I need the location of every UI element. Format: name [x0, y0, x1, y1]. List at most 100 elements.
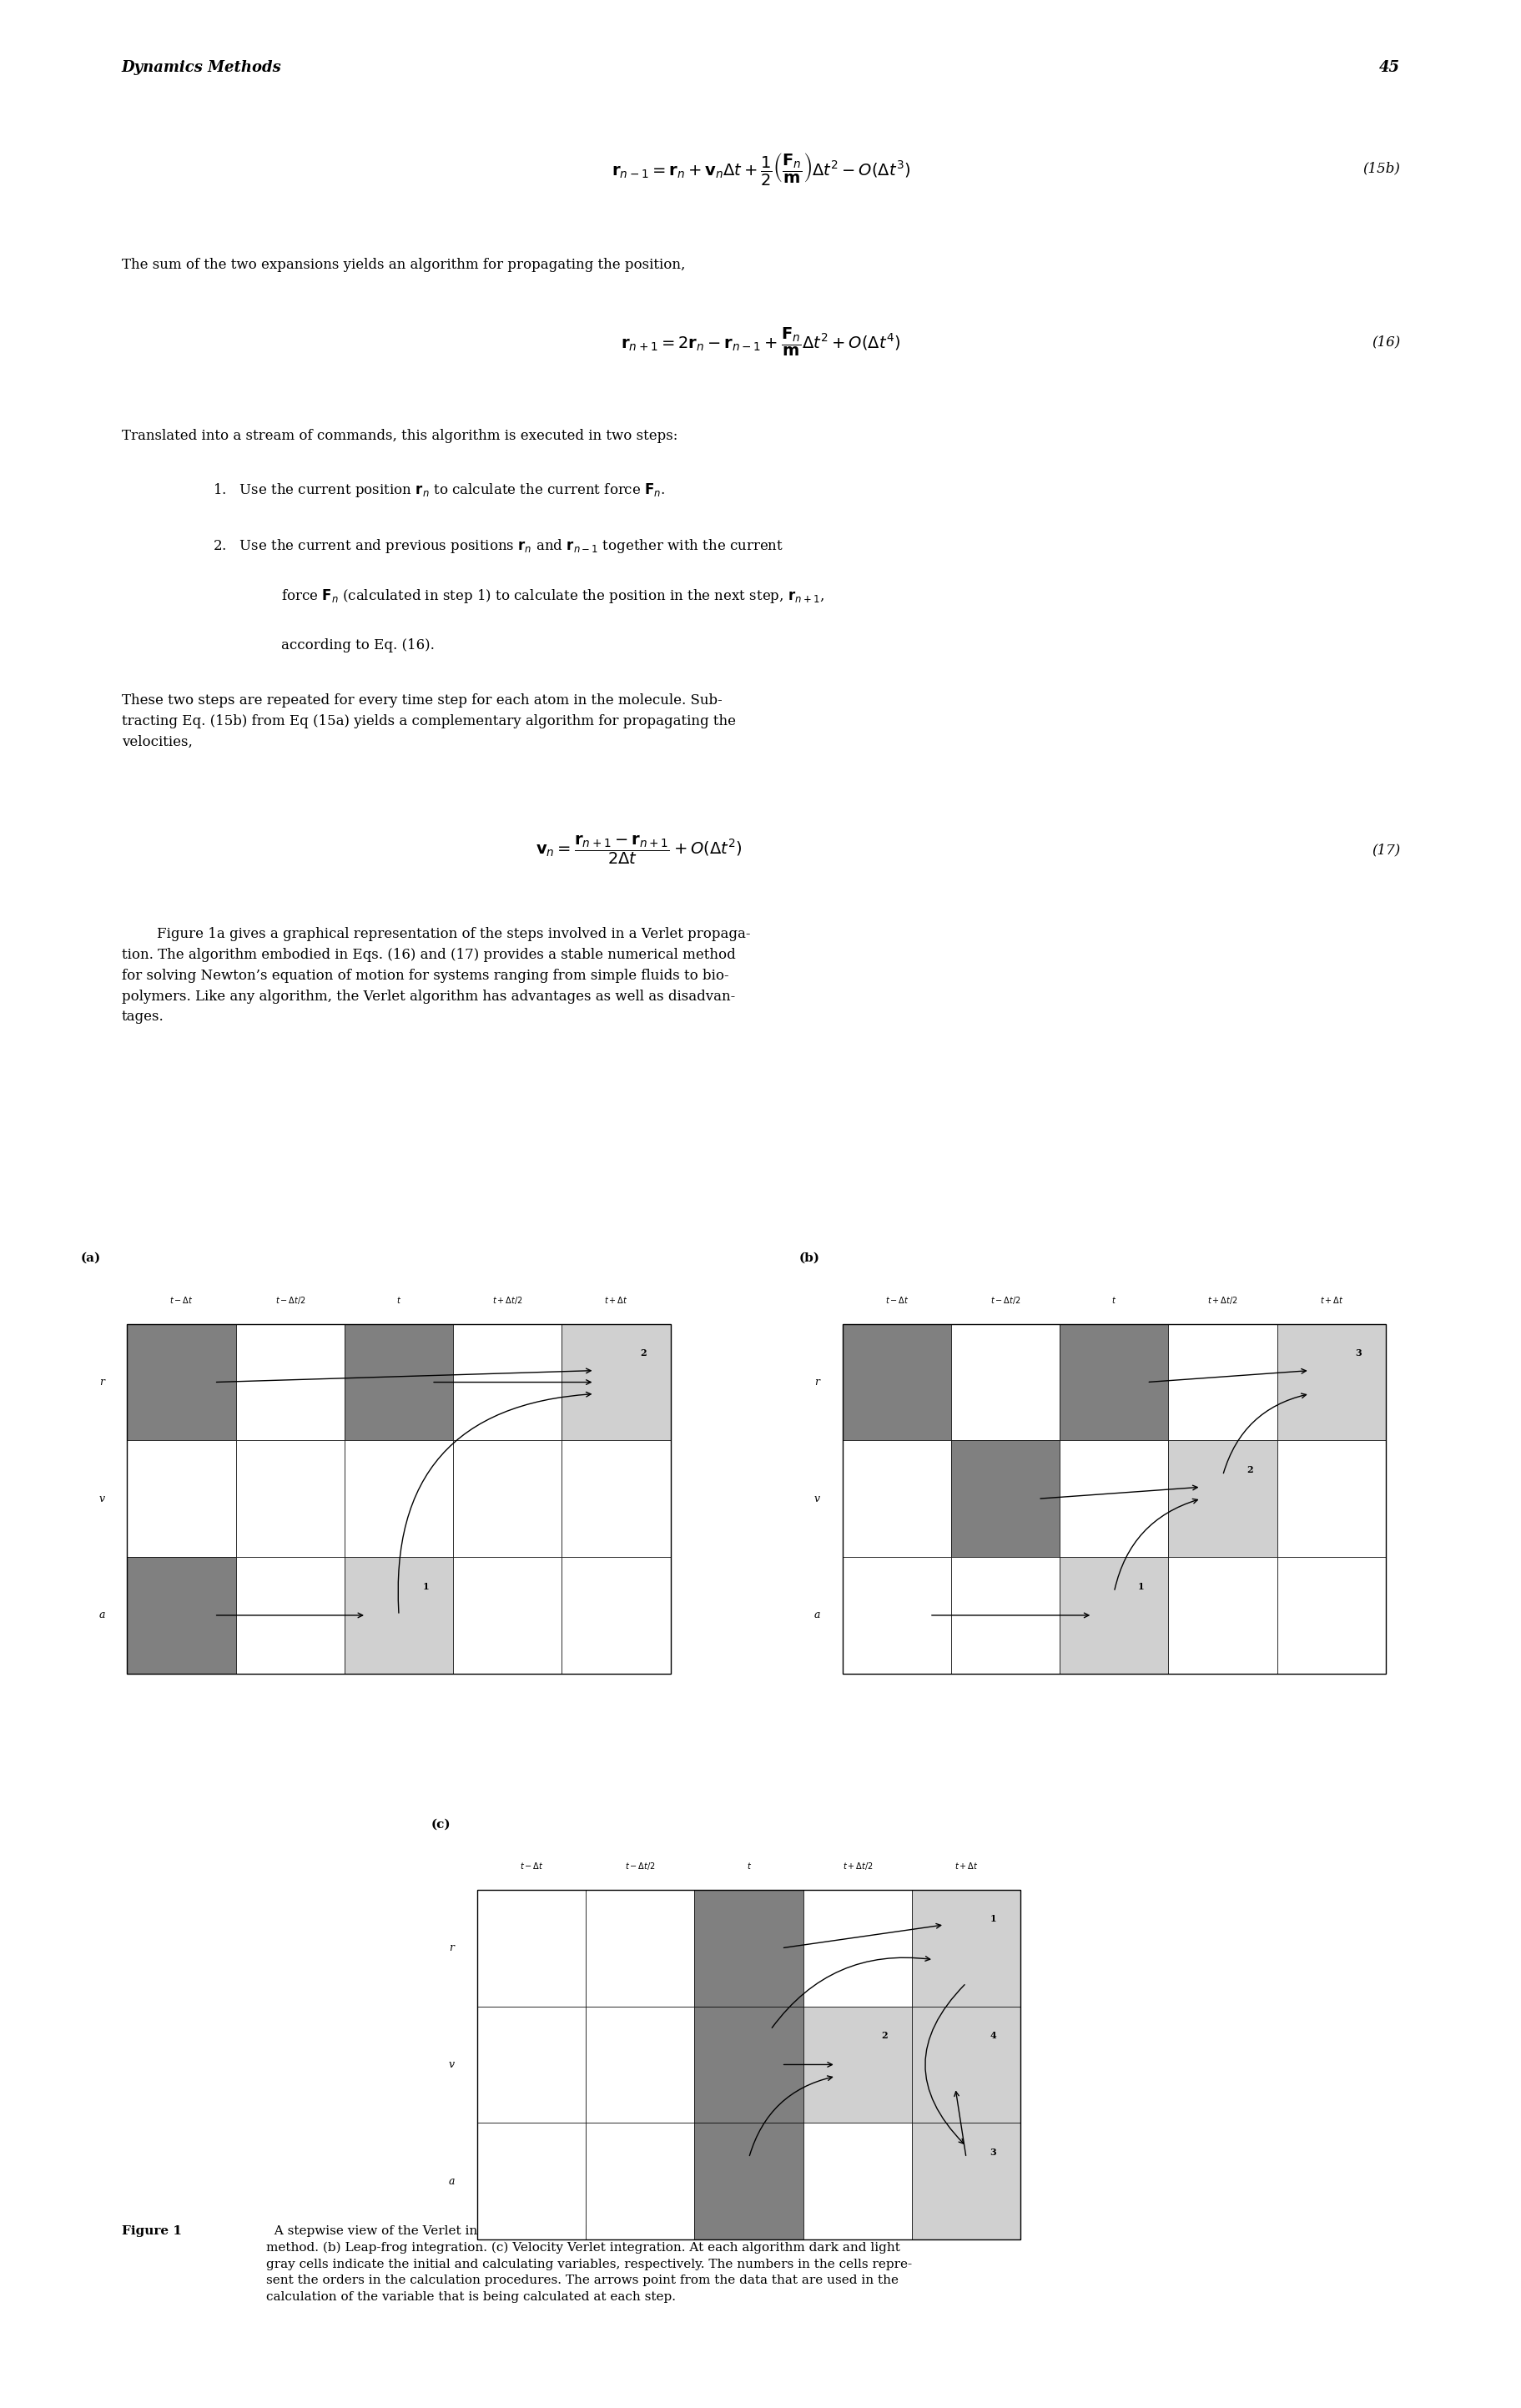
Text: Dynamics Methods: Dynamics Methods [122, 60, 281, 75]
Bar [344, 1440, 453, 1558]
Bar [128, 1558, 236, 1674]
Bar [453, 1324, 561, 1440]
Text: The sum of the two expansions yields an algorithm for propagating the position,: The sum of the two expansions yields an … [122, 258, 684, 272]
Text: 2.   Use the current and previous positions $\mathbf{r}_n$ and $\mathbf{r}_{n-1}: 2. Use the current and previous position… [213, 537, 783, 554]
Text: 1.   Use the current position $\mathbf{r}_n$ to calculate the current force $\ma: 1. Use the current position $\mathbf{r}_… [213, 482, 665, 498]
Bar [478, 2006, 586, 2124]
Text: $t+\Delta t$: $t+\Delta t$ [1319, 1296, 1343, 1305]
Bar [236, 1558, 344, 1674]
Bar [478, 2124, 586, 2239]
Bar [1168, 1440, 1276, 1558]
Text: 2: 2 [1246, 1464, 1252, 1474]
Text: force $\mathbf{F}_n$ (calculated in step 1) to calculate the position in the nex: force $\mathbf{F}_n$ (calculated in step… [281, 588, 824, 604]
Text: Translated into a stream of commands, this algorithm is executed in two steps:: Translated into a stream of commands, th… [122, 429, 677, 443]
Text: r: r [99, 1377, 103, 1387]
Text: r: r [814, 1377, 818, 1387]
Bar [128, 1324, 671, 1674]
Bar [1276, 1324, 1386, 1440]
Text: $t+\Delta t$: $t+\Delta t$ [954, 1861, 978, 1871]
Bar [843, 1558, 951, 1674]
Text: v: v [814, 1493, 820, 1505]
Bar [453, 1558, 561, 1674]
Bar [236, 1324, 344, 1440]
Text: v: v [99, 1493, 105, 1505]
Text: $t$: $t$ [1110, 1296, 1116, 1305]
Text: $t-\Delta t/2$: $t-\Delta t/2$ [625, 1861, 656, 1871]
Bar [128, 1440, 236, 1558]
Bar [803, 2124, 911, 2239]
Text: (b): (b) [799, 1252, 820, 1264]
Text: v: v [449, 2059, 455, 2071]
Bar [561, 1324, 671, 1440]
Bar [803, 2006, 911, 2124]
Text: (a): (a) [81, 1252, 100, 1264]
Bar [911, 2006, 1021, 2124]
Text: 4: 4 [990, 2030, 996, 2040]
Text: $t$: $t$ [395, 1296, 402, 1305]
Text: $\mathbf{v}_n = \dfrac{\mathbf{r}_{n+1} - \mathbf{r}_{n+1}}{2\Delta t} + O(\Delt: $\mathbf{v}_n = \dfrac{\mathbf{r}_{n+1} … [535, 833, 742, 867]
Bar [1059, 1324, 1168, 1440]
Text: 3: 3 [990, 2148, 996, 2158]
Bar [843, 1324, 951, 1440]
Bar [694, 1890, 803, 2006]
Bar [951, 1558, 1059, 1674]
Text: A stepwise view of the Verlet integration algorithm and its variants. (a) The ba: A stepwise view of the Verlet integratio… [266, 2225, 911, 2302]
Bar [951, 1324, 1059, 1440]
Bar [843, 1440, 951, 1558]
Text: $t+\Delta t$: $t+\Delta t$ [604, 1296, 628, 1305]
Text: (16): (16) [1370, 335, 1399, 349]
Text: (c): (c) [430, 1818, 450, 1830]
Bar [1168, 1324, 1276, 1440]
Text: a: a [449, 2177, 455, 2186]
Bar [1059, 1558, 1168, 1674]
Text: 1: 1 [990, 1914, 996, 1924]
Bar [694, 2006, 803, 2124]
Bar [694, 2124, 803, 2239]
Text: Figure 1a gives a graphical representation of the steps involved in a Verlet pro: Figure 1a gives a graphical representati… [122, 927, 750, 1023]
Bar [586, 1890, 694, 2006]
Bar [911, 2124, 1021, 2239]
Bar [803, 1890, 911, 2006]
Text: a: a [814, 1611, 820, 1621]
Bar [951, 1440, 1059, 1558]
Text: 2: 2 [640, 1348, 646, 1358]
Bar [344, 1324, 453, 1440]
Text: $t-\Delta t$: $t-\Delta t$ [519, 1861, 543, 1871]
Text: 45: 45 [1378, 60, 1399, 75]
Bar [561, 1440, 671, 1558]
Bar [911, 1890, 1021, 2006]
Text: $t-\Delta t/2$: $t-\Delta t/2$ [990, 1296, 1021, 1305]
Bar [586, 2006, 694, 2124]
Text: $\mathbf{r}_{n+1} = 2\mathbf{r}_n - \mathbf{r}_{n-1} + \dfrac{\mathbf{F}_n}{\mat: $\mathbf{r}_{n+1} = 2\mathbf{r}_n - \mat… [621, 325, 900, 359]
Bar [1276, 1558, 1386, 1674]
Text: $t+\Delta t/2$: $t+\Delta t/2$ [843, 1861, 872, 1871]
Text: 3: 3 [1355, 1348, 1361, 1358]
Text: $t-\Delta t$: $t-\Delta t$ [884, 1296, 908, 1305]
Bar [1059, 1440, 1168, 1558]
Text: (15b): (15b) [1361, 161, 1399, 176]
Text: These two steps are repeated for every time step for each atom in the molecule. : These two steps are repeated for every t… [122, 694, 736, 749]
Bar [453, 1440, 561, 1558]
Bar [478, 1890, 1021, 2239]
Text: 1: 1 [1138, 1582, 1144, 1592]
Text: r: r [449, 1943, 453, 1953]
Bar [236, 1440, 344, 1558]
Text: $t$: $t$ [745, 1861, 751, 1871]
Text: 1: 1 [423, 1582, 429, 1592]
Text: a: a [99, 1611, 105, 1621]
Bar [843, 1324, 1386, 1674]
Text: Figure 1: Figure 1 [122, 2225, 181, 2237]
Bar [128, 1324, 236, 1440]
Text: $t-\Delta t$: $t-\Delta t$ [169, 1296, 193, 1305]
Text: 2: 2 [881, 2030, 887, 2040]
Text: $t+\Delta t/2$: $t+\Delta t/2$ [1208, 1296, 1237, 1305]
Bar [344, 1558, 453, 1674]
Bar [561, 1558, 671, 1674]
Text: (17): (17) [1370, 843, 1399, 857]
Text: $t-\Delta t/2$: $t-\Delta t/2$ [275, 1296, 306, 1305]
Bar [586, 2124, 694, 2239]
Text: $\mathbf{r}_{n-1} = \mathbf{r}_n + \mathbf{v}_n\Delta t + \dfrac{1}{2}\left(\dfr: $\mathbf{r}_{n-1} = \mathbf{r}_n + \math… [611, 152, 910, 185]
Text: $t+\Delta t/2$: $t+\Delta t/2$ [493, 1296, 522, 1305]
Text: according to Eq. (16).: according to Eq. (16). [281, 638, 435, 653]
Bar [1276, 1440, 1386, 1558]
